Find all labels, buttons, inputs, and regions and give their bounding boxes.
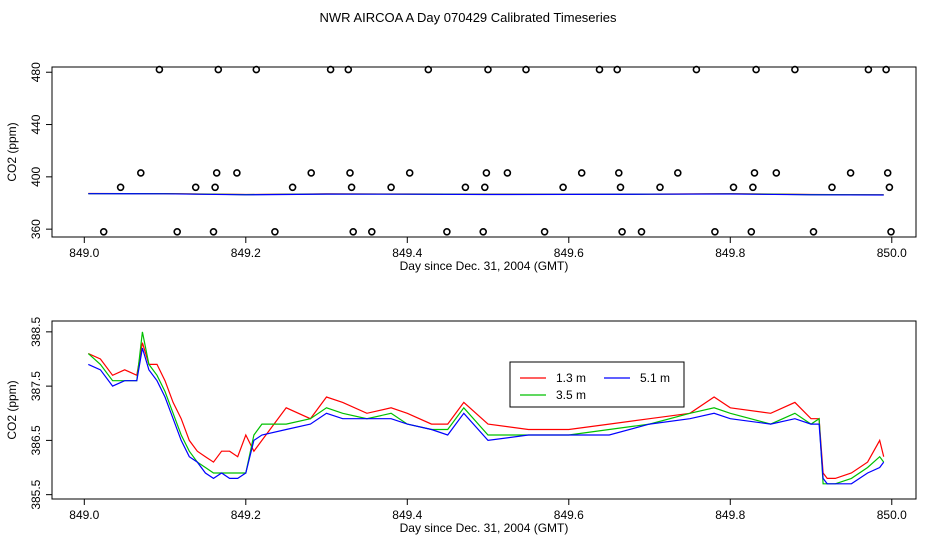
x-tick-label: 850.0 xyxy=(877,508,907,522)
y-tick-label: 400 xyxy=(29,167,43,187)
data-point xyxy=(577,169,586,177)
data-point xyxy=(749,183,757,192)
data-point xyxy=(480,183,489,192)
top-panel: 849.0 849.2 849.4 849.6 849.8 850.0 360 400 440 4… xyxy=(5,62,917,273)
data-point xyxy=(191,183,200,192)
data-point xyxy=(424,65,433,74)
data-point xyxy=(233,169,241,177)
data-point xyxy=(212,169,221,177)
series-line-5-1-m xyxy=(88,347,885,485)
x-tick-label: 849.6 xyxy=(554,508,584,522)
data-point xyxy=(387,183,395,192)
series-line-3-5-m xyxy=(87,331,885,485)
data-point xyxy=(864,65,873,74)
data-point xyxy=(344,65,353,74)
data-point xyxy=(772,169,781,177)
data-point xyxy=(209,228,218,236)
legend-label: 5.1 m xyxy=(640,371,670,385)
data-point xyxy=(540,228,549,236)
data-point xyxy=(750,169,759,177)
y-axis-label: CO2 (ppm) xyxy=(5,122,19,181)
x-tick-label: 849.4 xyxy=(392,508,422,522)
data-point xyxy=(288,183,297,192)
data-point xyxy=(616,183,625,192)
y-tick-label: 386.5 xyxy=(29,425,43,455)
plot-frame xyxy=(51,320,917,500)
data-point xyxy=(614,169,623,177)
data-point xyxy=(405,169,414,177)
y-tick-label: 480 xyxy=(29,62,43,82)
data-point xyxy=(729,183,738,192)
data-point xyxy=(173,228,181,236)
y-tick-label: 440 xyxy=(29,114,43,134)
data-point xyxy=(137,169,145,177)
data-point xyxy=(711,228,719,236)
x-tick-label: 849.0 xyxy=(69,508,99,522)
y-tick-label: 385.5 xyxy=(29,479,43,509)
x-tick-label: 849.4 xyxy=(392,246,422,260)
x-tick-label: 849.8 xyxy=(715,508,745,522)
legend-label: 3.5 m xyxy=(556,388,586,402)
series-line-1-3-m xyxy=(88,342,885,479)
data-point xyxy=(846,169,855,177)
data-point xyxy=(656,183,664,192)
data-point xyxy=(692,65,701,74)
legend: 1.3 m 3.5 m 5.1 m xyxy=(509,361,685,408)
x-tick-label: 849.2 xyxy=(231,508,261,522)
data-point xyxy=(479,228,488,236)
data-point xyxy=(211,183,219,192)
data-point xyxy=(595,65,604,74)
data-point xyxy=(618,228,626,236)
y-tick-label: 360 xyxy=(29,219,43,239)
series-line-5-1-m xyxy=(88,193,884,196)
data-point xyxy=(885,183,894,192)
data-point xyxy=(252,65,261,74)
data-point xyxy=(809,228,818,236)
data-point xyxy=(346,169,354,177)
data-point xyxy=(613,65,622,74)
data-point xyxy=(326,65,335,74)
data-point xyxy=(349,228,358,236)
data-point xyxy=(347,183,356,192)
data-point xyxy=(116,183,125,192)
data-point xyxy=(367,228,376,236)
data-point xyxy=(155,65,164,74)
data-point xyxy=(883,169,892,177)
data-point xyxy=(214,65,223,74)
y-axis-label: CO2 (ppm) xyxy=(5,380,19,439)
data-point xyxy=(752,65,760,74)
data-point xyxy=(484,65,492,74)
data-point xyxy=(461,183,470,192)
x-tick-label: 849.6 xyxy=(554,246,584,260)
x-tick-label: 849.8 xyxy=(715,246,745,260)
data-point xyxy=(673,169,682,177)
data-point xyxy=(637,228,646,236)
y-tick-label: 388.5 xyxy=(29,317,43,347)
x-tick-label: 849.2 xyxy=(231,246,261,260)
data-point xyxy=(482,169,491,177)
data-point xyxy=(522,65,530,74)
x-axis-label: Day since Dec. 31, 2004 (GMT) xyxy=(400,259,569,273)
legend-box xyxy=(509,361,685,408)
data-point xyxy=(887,228,895,236)
legend-label: 1.3 m xyxy=(556,371,586,385)
data-point xyxy=(503,169,512,177)
y-tick-label: 387.5 xyxy=(29,371,43,401)
figure-title: NWR AIRCOA A Day 070429 Calibrated Times… xyxy=(320,10,617,25)
data-point xyxy=(882,65,890,74)
data-point xyxy=(747,228,756,236)
data-point xyxy=(99,228,108,236)
data-point xyxy=(828,183,836,192)
data-point xyxy=(559,183,567,192)
data-point xyxy=(307,169,316,177)
data-point xyxy=(791,65,799,74)
x-tick-label: 850.0 xyxy=(877,246,907,260)
x-axis-label: Day since Dec. 31, 2004 (GMT) xyxy=(400,521,569,535)
data-point xyxy=(271,228,279,236)
plot-frame xyxy=(51,66,917,238)
data-point xyxy=(443,228,451,236)
x-tick-label: 849.0 xyxy=(69,246,99,260)
bottom-panel: 849.0 849.2 849.4 849.6 849.8 850.0 385.5 386.5… xyxy=(5,317,917,535)
